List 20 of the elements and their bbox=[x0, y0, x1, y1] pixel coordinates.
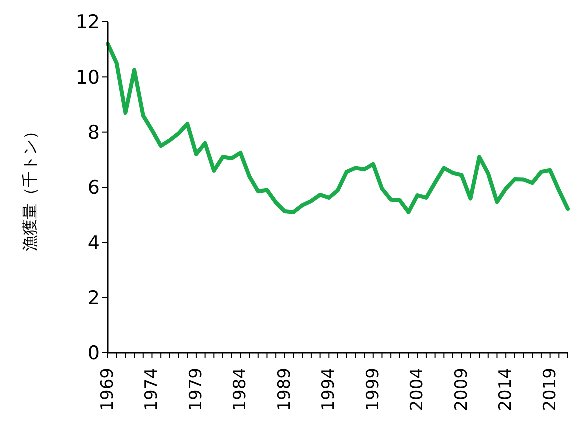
x-tick-label: 2009 bbox=[452, 368, 472, 412]
y-tick-label: 4 bbox=[88, 232, 100, 254]
y-tick-label: 10 bbox=[76, 66, 100, 89]
y-tick-label: 8 bbox=[88, 122, 100, 144]
y-axis-title: 漁獲量（千トン） bbox=[20, 124, 40, 252]
x-tick-label: 1999 bbox=[363, 368, 384, 412]
x-tick-label: 2019 bbox=[540, 368, 560, 412]
x-tick-label: 1974 bbox=[142, 368, 162, 412]
y-tick-label: 0 bbox=[88, 342, 100, 365]
x-tick-label: 1979 bbox=[186, 368, 206, 412]
x-tick-label: 1989 bbox=[274, 368, 295, 412]
x-tick-label: 1969 bbox=[98, 368, 118, 412]
y-tick-label: 2 bbox=[88, 288, 100, 310]
line-series bbox=[106, 42, 570, 214]
x-tick-label: 1994 bbox=[319, 368, 340, 412]
x-tick-label: 1984 bbox=[230, 368, 251, 412]
x-tick-label: 2014 bbox=[496, 368, 516, 412]
y-tick-label: 6 bbox=[88, 177, 100, 200]
x-tick-label: 2004 bbox=[408, 368, 428, 412]
y-tick-label: 12 bbox=[76, 12, 100, 34]
